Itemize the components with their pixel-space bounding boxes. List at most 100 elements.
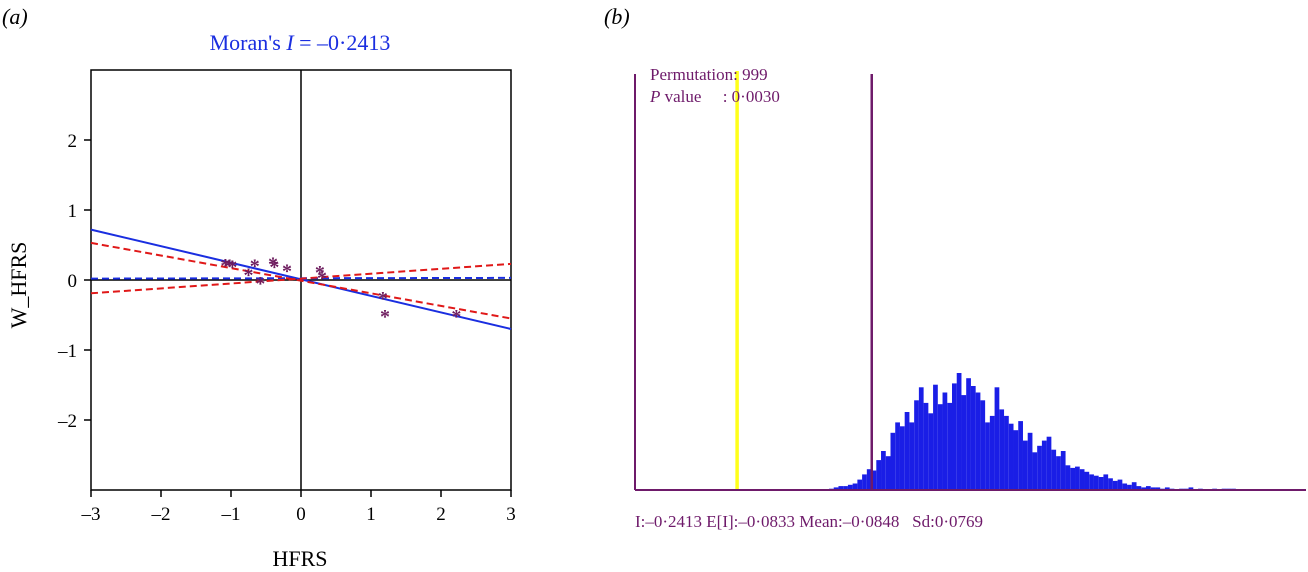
histogram-bar [1103, 474, 1109, 490]
histogram-bar [885, 456, 891, 490]
histogram-bar [1008, 423, 1014, 490]
histogram-bar [1056, 456, 1061, 490]
histogram-bar [1188, 487, 1194, 490]
data-point: * [451, 306, 461, 328]
p-value-rest: value : 0·0030 [660, 87, 779, 106]
histogram-bar [1108, 478, 1113, 490]
histogram-bar [1037, 445, 1042, 490]
histogram-bar [1079, 469, 1085, 490]
histogram-bar [956, 373, 962, 490]
x-tick-label: 0 [296, 504, 306, 525]
x-tick-label: –3 [81, 504, 101, 525]
histogram-bar [966, 378, 971, 490]
histogram-bar [942, 392, 948, 490]
histogram-bar [1127, 484, 1132, 490]
histogram-bar [937, 404, 943, 490]
histogram-bar [994, 387, 1000, 490]
data-point: * [244, 265, 254, 287]
y-tick-label: 2 [68, 131, 78, 152]
histogram-bar [1164, 487, 1170, 490]
data-point: * [282, 261, 292, 283]
histogram-bar [1098, 477, 1104, 490]
histogram-bar [1155, 487, 1161, 490]
histogram-bar [1150, 487, 1156, 490]
histogram-bar [862, 474, 867, 490]
histogram-bar [1075, 466, 1080, 490]
histogram-bar [985, 422, 990, 490]
data-point: * [255, 273, 265, 295]
histogram-bar [918, 387, 924, 490]
histogram-bar [1060, 451, 1066, 490]
histogram-bar [961, 395, 967, 490]
histogram-bar [876, 460, 882, 490]
histogram-bar [975, 392, 981, 490]
histogram-bar [909, 422, 915, 490]
moran-title: Moran's I = –0·2413 [210, 30, 391, 55]
panel-a: (a) Moran's I = –0·2413 –3 –2 –1 0 1 2 3 –2 –1 0 1… [2, 4, 516, 571]
histogram-bar [1084, 471, 1090, 490]
y-axis-label: W_HFRS [6, 242, 31, 329]
summary-footer: I:–0·2413 E[I]:–0·0833 Mean:–0·0848 Sd:0… [635, 512, 983, 531]
data-point: * [269, 256, 279, 278]
histogram-bar [857, 479, 863, 490]
histogram-bar [833, 487, 839, 490]
data-point: * [317, 268, 327, 290]
histogram-bar [1032, 452, 1038, 490]
histogram-bar [928, 413, 934, 490]
histogram-bar [843, 486, 848, 490]
regression-line-2 [90, 241, 512, 320]
histogram-bar [1122, 483, 1128, 490]
histogram-bar [847, 484, 853, 490]
x-axis-label: HFRS [272, 546, 327, 571]
data-point: * [220, 255, 230, 277]
histogram-bar [1141, 487, 1146, 490]
y-tick-label: –2 [57, 411, 77, 432]
histogram-bar [1041, 440, 1047, 490]
histogram-bar [999, 409, 1005, 490]
x-tick-label: 3 [506, 504, 516, 525]
y-tick-label: 1 [68, 201, 78, 222]
moran-title-italic: I [285, 30, 295, 55]
y-tick-label: –1 [57, 341, 77, 362]
data-point: * [378, 288, 388, 310]
histogram-bar [1046, 436, 1052, 490]
histogram-bar [1013, 430, 1019, 490]
p-value-annotation: P value : 0·0030 [649, 87, 780, 106]
histogram-bar [1065, 465, 1071, 490]
histogram-bar [1089, 474, 1094, 490]
panel-a-label: (a) [2, 4, 28, 29]
histogram-bar [1145, 486, 1151, 490]
histogram-bar [989, 415, 995, 490]
histogram-bar [947, 402, 953, 490]
histogram-bar [866, 469, 872, 490]
x-tick-label: 1 [366, 504, 376, 525]
histogram-bar [914, 400, 919, 490]
x-tick-label: –1 [221, 504, 241, 525]
data-point: * [225, 256, 235, 278]
moran-title-suffix: = –0·2413 [294, 30, 391, 55]
histogram-bar [1022, 440, 1028, 490]
data-point: * [268, 254, 278, 276]
histogram-bar [1027, 432, 1033, 490]
histogram-bar [890, 432, 896, 490]
moran-title-prefix: Moran's [210, 30, 287, 55]
x-tick-label: 2 [436, 504, 446, 525]
panel-b-label: (b) [604, 4, 630, 29]
histogram-bar [1070, 467, 1076, 490]
histogram-bar [933, 384, 938, 490]
histogram-bar [904, 412, 910, 490]
data-point: * [227, 256, 237, 278]
data-point: * [315, 262, 325, 284]
histogram-bar [895, 422, 900, 490]
histogram-bar [952, 383, 957, 490]
histogram-bar [1136, 486, 1142, 490]
data-point: * [380, 306, 390, 328]
histogram-bar [1112, 480, 1118, 490]
p-value-italic: P [649, 87, 660, 106]
y-tick-label: 0 [68, 271, 78, 292]
histogram-bar [852, 483, 858, 490]
histogram-bar [1131, 482, 1137, 490]
histogram-bar [838, 486, 844, 490]
